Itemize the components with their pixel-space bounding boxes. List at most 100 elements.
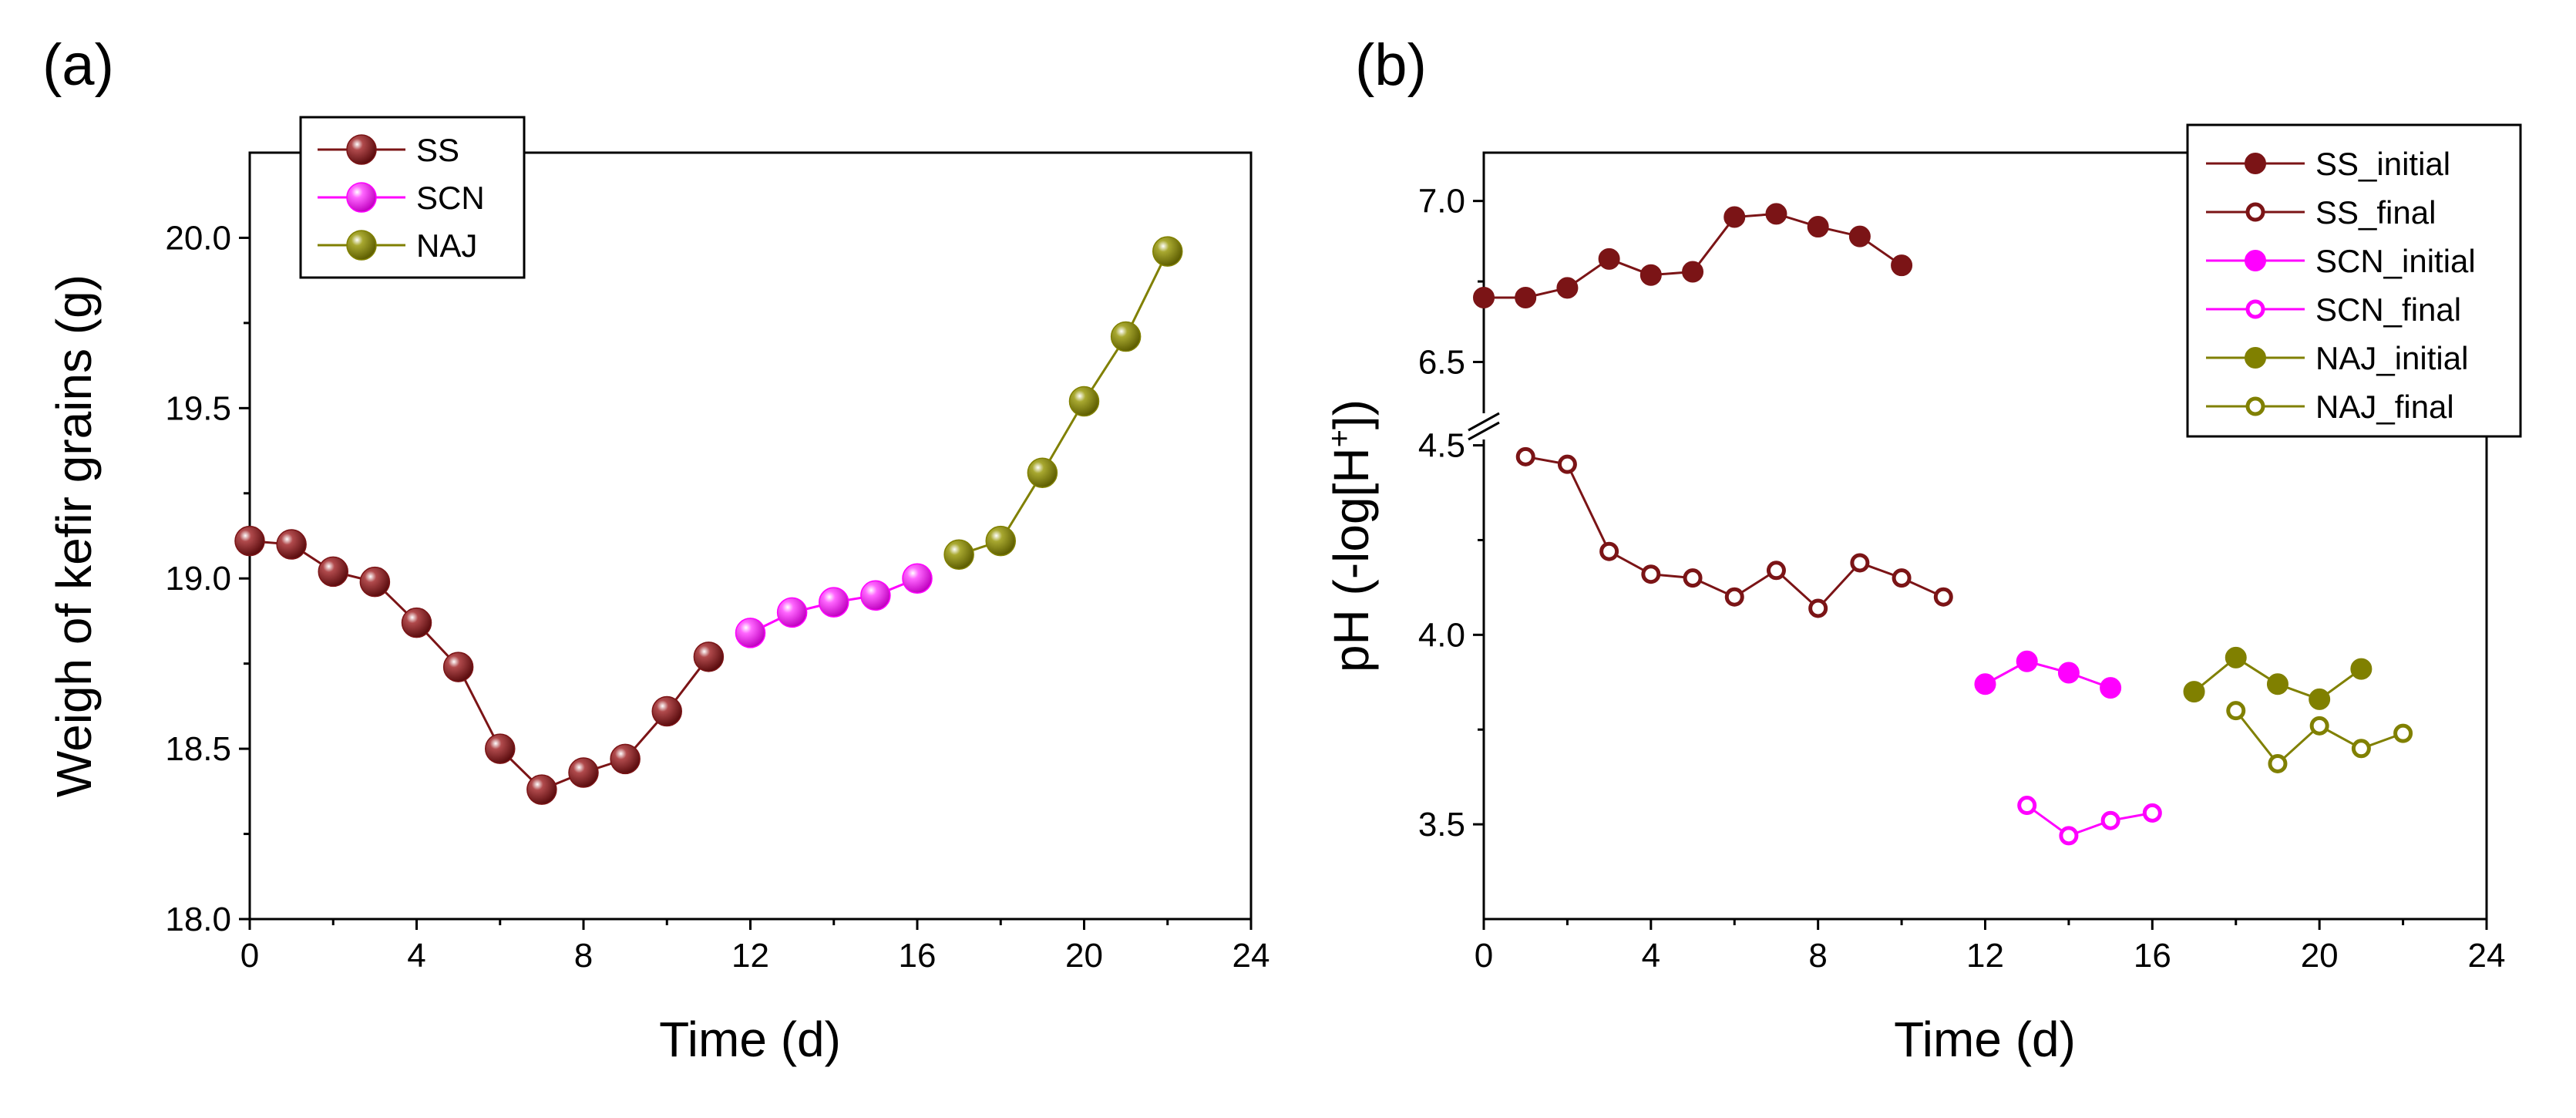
panel-a-legend-label-ss: SS <box>416 132 459 168</box>
panel-b-y-tick-label: 3.5 <box>1418 806 1465 844</box>
panel-a-x-tick-label: 16 <box>899 937 937 975</box>
panel-b-point-ss-final <box>1808 598 1828 618</box>
panel-a: (a) 0 4 8 12 16 20 24 18.0 18.5 19.0 19.5 20.0 Time… <box>42 32 1270 1067</box>
panel-a-point-scn <box>860 580 891 611</box>
panel-b-point-scn-final <box>2017 796 2037 816</box>
panel-b-point-scn-final <box>2059 826 2079 846</box>
panel-b-point-ss-final <box>1892 568 1912 588</box>
panel-b-point-ss-final <box>1933 587 1953 607</box>
panel-a-x-tick-label: 8 <box>574 937 593 975</box>
panel-b-y-tick-label: 4.0 <box>1418 616 1465 654</box>
panel-b-legend-label-ss-initial: SS_initial <box>2315 146 2450 182</box>
panel-b-point-naj-initial <box>2183 681 2205 703</box>
panel-a-legend: SS SCN NAJ <box>299 116 526 279</box>
panel-b-x-tick-label: 16 <box>2134 937 2171 975</box>
panel-a-legend-marker-ss <box>346 134 377 165</box>
panel-a-point-naj <box>1027 457 1058 489</box>
panel-b-point-scn-final <box>2142 803 2162 823</box>
panel-b-series-line-scn-initial <box>1984 660 2111 689</box>
panel-b-legend-label-scn-final: SCN_final <box>2315 291 2461 328</box>
panel-b-point-ss-initial <box>1891 254 1913 277</box>
panel-b-y-tick-label: 7.0 <box>1418 183 1465 221</box>
panel-b-x-tick-label: 0 <box>1475 937 1493 975</box>
panel-b-point-ss-initial <box>1598 248 1620 270</box>
panel-a-point-naj <box>1152 236 1183 267</box>
panel-b-series-line-scn-final <box>2026 804 2153 837</box>
panel-a-legend-label-scn: SCN <box>416 180 485 216</box>
panel-a-point-ss <box>568 757 599 788</box>
panel-a-point-ss <box>276 529 307 560</box>
panel-b-series-line-ss-initial <box>1484 212 1902 299</box>
panel-a-point-ss <box>485 733 516 764</box>
panel-b-point-ss-final <box>1557 454 1577 474</box>
panel-b-legend-label-scn-initial: SCN_initial <box>2315 243 2476 279</box>
panel-b-point-scn-initial <box>1974 673 1996 695</box>
panel-a-point-naj <box>943 539 974 571</box>
panel-a-y-tick-label: 19.5 <box>165 389 231 427</box>
panel-a-y-tick-label: 19.0 <box>165 560 231 598</box>
panel-b-point-scn-initial <box>2100 677 2122 699</box>
panel-b-x-tick-label: 12 <box>1966 937 2004 975</box>
panel-b-point-ss-initial <box>1848 225 1871 248</box>
panel-b-x-tick-label: 4 <box>1642 937 1660 975</box>
panel-b-point-naj-initial <box>2350 658 2373 680</box>
panel-b-point-naj-final <box>2393 723 2413 743</box>
panel-a-y-axis-title: Weigh of kefir grains (g) <box>46 274 102 797</box>
panel-a-point-naj <box>1110 321 1142 352</box>
panel-b-point-scn-initial <box>2016 650 2038 672</box>
panel-b-point-ss-final <box>1850 553 1870 573</box>
panel-a-point-scn <box>902 563 933 594</box>
panel-b-series-line-ss-final <box>1525 455 1944 611</box>
panel-b-point-ss-initial <box>1723 206 1746 228</box>
panel-b-label: (b) <box>1355 32 1427 98</box>
panel-b-x-tick-label: 8 <box>1808 937 1827 975</box>
panel-b-point-naj-final <box>2268 753 2288 773</box>
panel-b-y-axis-title-main: pH (-log[H <box>1323 447 1379 672</box>
panel-b-point-ss-initial <box>1556 277 1579 299</box>
panel-a-x-tick-label: 4 <box>407 937 425 975</box>
panel-a-point-naj <box>1068 386 1100 417</box>
panel-b-point-ss-initial <box>1515 286 1537 308</box>
panel-b: (b) 0 4 8 12 16 20 243.54.04.56.57.0 Time (d) … <box>1323 32 2522 1067</box>
panel-a-x-tick-label: 12 <box>731 937 769 975</box>
panel-b-point-naj-initial <box>2225 646 2247 668</box>
panel-b-axis-break <box>1468 412 1500 441</box>
panel-b-y-axis-title-sup: + <box>1323 429 1357 447</box>
panel-a-label: (a) <box>42 32 114 98</box>
panel-b-y-axis-title-end: ]) <box>1323 399 1379 429</box>
panel-b-legend-marker-scn-initial <box>2245 250 2266 271</box>
panel-b-point-scn-initial <box>2057 662 2080 684</box>
panel-b-legend-label-ss-final: SS_final <box>2315 194 2436 231</box>
panel-b-x-tick-label: 24 <box>2468 937 2506 975</box>
panel-a-y-tick-label: 20.0 <box>165 219 231 257</box>
panel-b-point-ss-initial <box>1807 216 1829 238</box>
panel-a-point-ss <box>359 566 391 598</box>
panel-b-point-ss-final <box>1766 561 1786 581</box>
panel-b-point-naj-final <box>2309 716 2329 736</box>
panel-b-point-naj-final <box>2226 701 2246 721</box>
panel-a-legend-marker-naj <box>346 230 377 261</box>
panel-a-point-ss <box>651 695 682 727</box>
panel-b-point-ss-initial <box>1639 264 1662 286</box>
panel-a-y-tick-label: 18.0 <box>165 901 231 938</box>
panel-b-legend-marker-ss-final <box>2245 202 2265 222</box>
panel-a-y-tick-label: 18.5 <box>165 730 231 768</box>
panel-b-point-naj-initial <box>2266 673 2288 695</box>
panel-b-point-ss-final <box>1515 446 1535 466</box>
panel-b-point-ss-final <box>1683 568 1703 588</box>
panel-b-y-tick-label: 4.5 <box>1418 427 1465 465</box>
panel-a-point-ss <box>318 556 348 588</box>
panel-b-x-tick-label: 20 <box>2301 937 2339 975</box>
panel-a-x-tick-label: 20 <box>1065 937 1103 975</box>
panel-b-legend: SS_initial SS_final SCN_initial SCN_final NA… <box>2186 123 2522 438</box>
panel-a-point-ss <box>234 525 265 557</box>
panel-a-series-line-naj <box>958 251 1169 556</box>
panel-b-legend-box <box>2186 123 2522 438</box>
panel-b-point-ss-initial <box>1682 261 1704 283</box>
panel-a-point-naj <box>985 525 1016 557</box>
panel-b-legend-marker-naj-final <box>2245 396 2265 416</box>
panel-a-point-scn <box>776 597 808 628</box>
panel-a-series-line-ss <box>249 540 710 791</box>
panel-a-point-ss <box>401 607 432 638</box>
panel-b-legend-marker-ss-initial <box>2245 153 2266 174</box>
